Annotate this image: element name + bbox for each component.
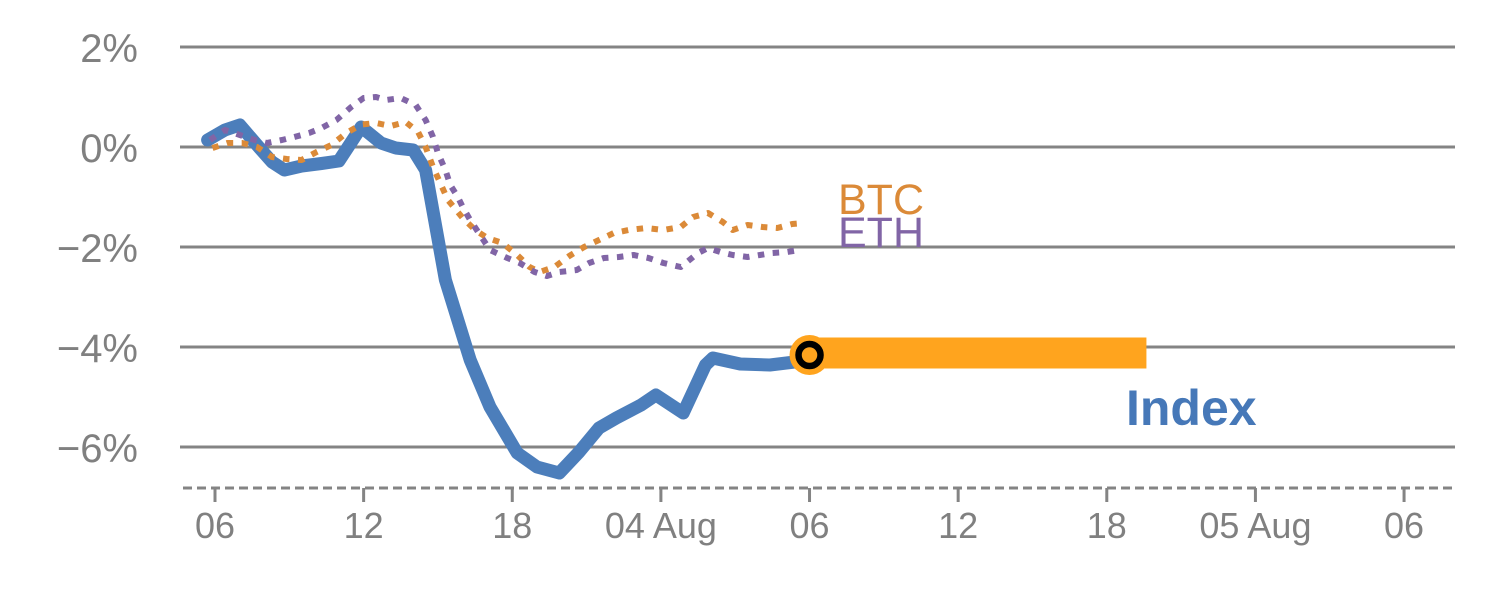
x-tick-label: 06 bbox=[195, 505, 235, 546]
y-tick-label: −4% bbox=[57, 327, 138, 371]
y-tick-label: −6% bbox=[57, 427, 138, 471]
index-label: Index bbox=[1126, 380, 1257, 436]
y-tick-label: 2% bbox=[80, 27, 138, 71]
eth-label: ETH bbox=[838, 209, 924, 257]
eth-line bbox=[208, 94, 801, 279]
now-marker bbox=[795, 340, 824, 370]
x-tick-label: 12 bbox=[344, 505, 384, 546]
x-tick-label: 06 bbox=[790, 505, 830, 546]
x-tick-label: 12 bbox=[938, 505, 978, 546]
x-tick-label: 18 bbox=[492, 505, 532, 546]
index-line bbox=[201, 118, 816, 480]
y-tick-label: −2% bbox=[57, 227, 138, 271]
btc-line bbox=[211, 119, 805, 275]
y-tick-label: 0% bbox=[80, 127, 138, 171]
x-tick-label: 05 Aug bbox=[1199, 505, 1311, 546]
x-tick-label: 18 bbox=[1087, 505, 1127, 546]
btc-label: BTC bbox=[838, 176, 924, 224]
x-tick-label: 06 bbox=[1384, 505, 1424, 546]
x-tick-label: 04 Aug bbox=[605, 505, 717, 546]
